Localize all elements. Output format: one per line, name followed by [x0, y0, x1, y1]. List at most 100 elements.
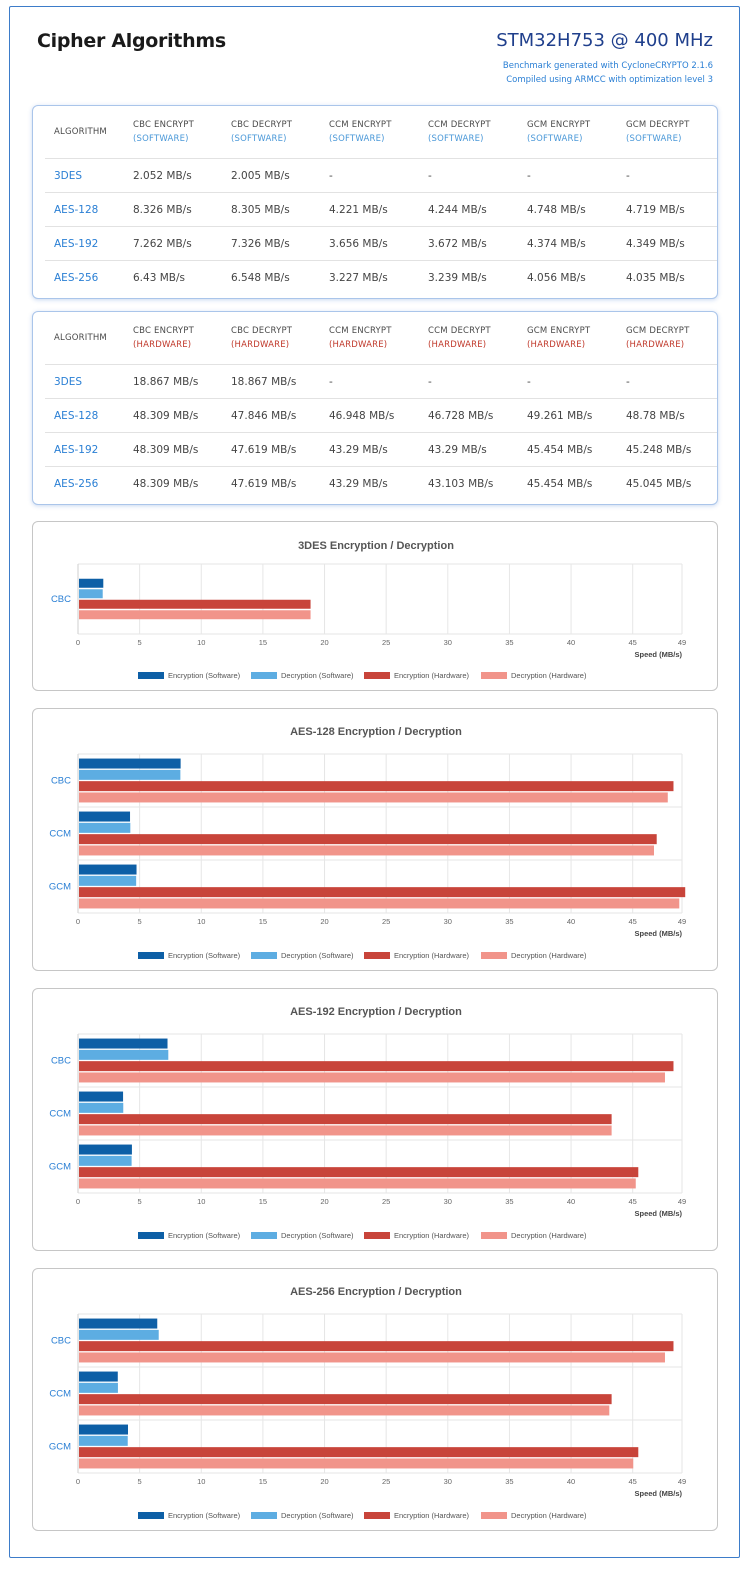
bar	[79, 599, 311, 609]
x-tick-label: 49	[678, 917, 686, 926]
algorithm-link[interactable]: AES-128	[45, 192, 124, 227]
x-axis-label: Speed (MB/s)	[634, 1489, 682, 1498]
chart-title: AES-128 Encryption / Decryption	[290, 726, 462, 738]
table-cell: 2.005 MB/s	[222, 158, 320, 193]
column-header: GCM ENCRYPT (HARDWARE)	[518, 312, 617, 365]
table-cell: 3.227 MB/s	[320, 260, 419, 294]
table-header-row: ALGORITHM CBC ENCRYPT (HARDWARE) CBC DECR…	[45, 312, 717, 365]
x-tick-label: 40	[567, 1477, 575, 1486]
x-tick-label: 10	[197, 638, 205, 647]
table-cell: 43.29 MB/s	[419, 432, 518, 467]
table-header-row: ALGORITHM CBC ENCRYPT (SOFTWARE) CBC DECR…	[45, 106, 717, 159]
legend-swatch	[138, 1232, 164, 1239]
table-cell: -	[419, 364, 518, 399]
table-cell: 47.619 MB/s	[222, 466, 320, 500]
x-tick-label: 25	[382, 638, 390, 647]
table-cell: 48.309 MB/s	[124, 398, 222, 433]
column-header: GCM DECRYPT (HARDWARE)	[617, 312, 717, 365]
x-tick-label: 5	[138, 917, 142, 926]
benchmark-note: Benchmark generated with CycloneCRYPTO 2…	[502, 61, 713, 71]
legend-label: Encryption (Hardware)	[394, 1511, 470, 1520]
table-cell: 46.728 MB/s	[419, 398, 518, 433]
mode-label: (HARDWARE)	[527, 340, 586, 350]
x-tick-label: 40	[567, 917, 575, 926]
table-row: AES-192 7.262 MB/s 7.326 MB/s 3.656 MB/s…	[45, 226, 717, 261]
x-tick-label: 5	[138, 1477, 142, 1486]
x-axis-label: Speed (MB/s)	[634, 929, 682, 938]
legend-swatch	[481, 1232, 507, 1239]
chart-aes128: AES-128 Encryption / Decryption 0 5 10 15 20 2…	[49, 726, 686, 960]
mode-label: (SOFTWARE)	[626, 134, 682, 144]
table-cell: 4.035 MB/s	[617, 260, 717, 294]
bar	[79, 578, 104, 588]
chart-title: 3DES Encryption / Decryption	[298, 540, 454, 552]
table-cell: 46.948 MB/s	[320, 398, 419, 433]
legend-swatch	[251, 672, 277, 679]
algorithm-link[interactable]: AES-256	[45, 466, 124, 500]
algorithm-link[interactable]: 3DES	[45, 364, 124, 399]
legend-label: Decryption (Hardware)	[511, 951, 587, 960]
table-cell: -	[320, 158, 419, 193]
table-cell: 3.672 MB/s	[419, 226, 518, 261]
table-row: 3DES 18.867 MB/s 18.867 MB/s - - - -	[45, 364, 717, 399]
x-tick-label: 15	[259, 917, 267, 926]
bar	[79, 875, 137, 886]
hardware-results-table: ALGORITHM CBC ENCRYPT (HARDWARE) CBC DECR…	[45, 312, 717, 500]
algorithm-link[interactable]: 3DES	[45, 158, 124, 193]
x-tick-label: 25	[382, 1477, 390, 1486]
table-cell: 4.349 MB/s	[617, 226, 717, 261]
algorithm-link[interactable]: AES-192	[45, 226, 124, 261]
mode-label: (HARDWARE)	[626, 340, 685, 350]
x-tick-label: 49	[678, 1477, 686, 1486]
legend-label: Decryption (Hardware)	[511, 1511, 587, 1520]
bar	[79, 845, 654, 856]
x-tick-label: 15	[259, 638, 267, 647]
legend-label: Encryption (Software)	[168, 951, 241, 960]
table-cell: 45.454 MB/s	[518, 432, 617, 467]
category-label: CBC	[51, 1056, 71, 1067]
legend-label: Encryption (Hardware)	[394, 1231, 470, 1240]
algorithm-link[interactable]: AES-128	[45, 398, 124, 433]
legend-label: Encryption (Software)	[168, 671, 241, 680]
bar	[79, 1424, 128, 1435]
chart-card-aes192: AES-192 Encryption / Decryption 0 5 10 15 20 2…	[32, 988, 718, 1251]
x-tick-label: 10	[197, 1197, 205, 1206]
x-tick-label: 20	[320, 638, 328, 647]
table-cell: 8.305 MB/s	[222, 192, 320, 227]
legend-label: Encryption (Hardware)	[394, 951, 470, 960]
bar	[79, 822, 131, 833]
table-row: 3DES 2.052 MB/s 2.005 MB/s - - - -	[45, 158, 717, 193]
algorithm-link[interactable]: AES-192	[45, 432, 124, 467]
x-tick-label: 35	[505, 917, 513, 926]
legend-label: Decryption (Software)	[281, 671, 354, 680]
legend-swatch	[481, 672, 507, 679]
x-tick-label: 15	[259, 1477, 267, 1486]
x-tick-label: 5	[138, 1197, 142, 1206]
bar	[79, 1038, 168, 1049]
legend-label: Decryption (Hardware)	[511, 1231, 587, 1240]
legend-swatch	[364, 952, 390, 959]
bar	[79, 1125, 612, 1136]
bar	[79, 864, 137, 875]
bar	[79, 1144, 132, 1155]
mode-label: (HARDWARE)	[329, 340, 388, 350]
table-cell: 47.619 MB/s	[222, 432, 320, 467]
table-cell: 18.867 MB/s	[222, 364, 320, 399]
category-label: CBC	[51, 1336, 71, 1347]
legend-label: Decryption (Software)	[281, 951, 354, 960]
column-header: GCM ENCRYPT (SOFTWARE)	[518, 106, 617, 159]
mode-label: (SOFTWARE)	[133, 134, 189, 144]
table-cell: 43.103 MB/s	[419, 466, 518, 500]
legend-label: Decryption (Hardware)	[511, 671, 587, 680]
bar	[79, 1114, 612, 1125]
legend-swatch	[251, 1232, 277, 1239]
column-header: ALGORITHM	[54, 333, 107, 343]
table-cell: 4.748 MB/s	[518, 192, 617, 227]
table-cell: 8.326 MB/s	[124, 192, 222, 227]
table-cell: -	[419, 158, 518, 193]
algorithm-link[interactable]: AES-256	[45, 260, 124, 294]
column-header: CCM DECRYPT (HARDWARE)	[419, 312, 518, 365]
column-header: CCM ENCRYPT (SOFTWARE)	[320, 106, 419, 159]
x-axis-label: Speed (MB/s)	[634, 1209, 682, 1218]
category-label: CCM	[49, 829, 71, 840]
